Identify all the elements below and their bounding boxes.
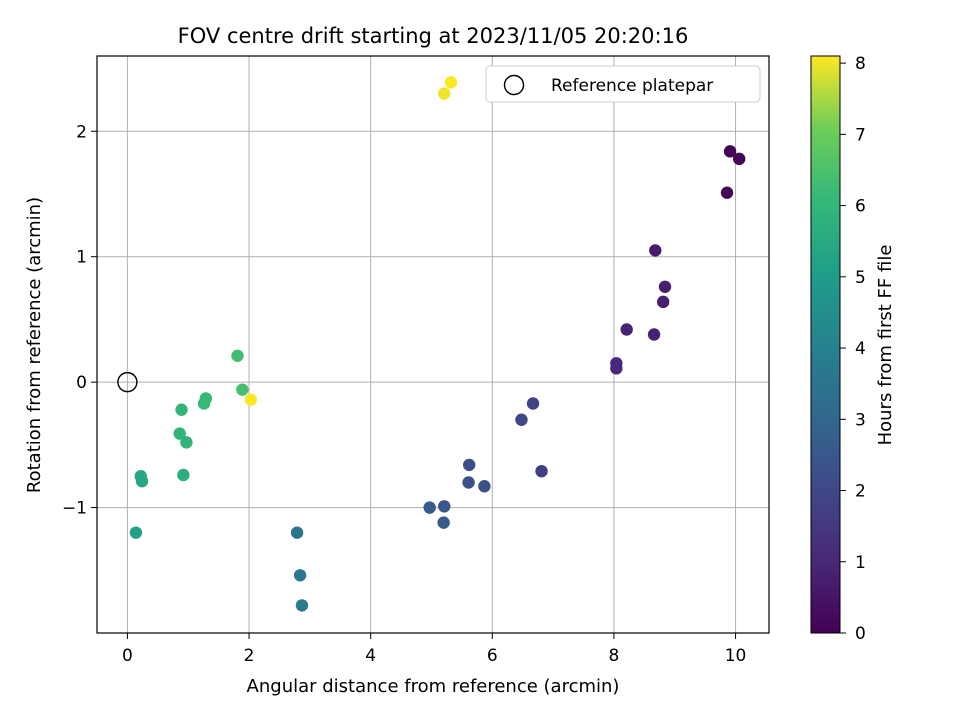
- data-point: [438, 87, 451, 100]
- data-point: [610, 362, 623, 375]
- legend: Reference platepar: [485, 65, 761, 103]
- data-point: [462, 458, 476, 472]
- colorbar-tick-label: 4: [855, 339, 866, 359]
- data-point: [293, 569, 307, 582]
- y-axis-ticks: −1 0 1 2: [62, 122, 97, 519]
- x-tick-label: 2: [244, 646, 255, 666]
- y-tick-label: −1: [62, 499, 87, 519]
- x-axis-ticks: 0 2 4 6 8 10: [122, 633, 746, 666]
- colorbar-label: Hours from first FF file: [875, 245, 896, 446]
- legend-label: Reference platepar: [551, 76, 713, 96]
- x-tick-label: 10: [725, 646, 747, 666]
- legend-box: [485, 65, 761, 103]
- y-tick-label: 0: [76, 373, 87, 393]
- data-point: [720, 186, 734, 199]
- data-point: [129, 526, 143, 539]
- x-tick-label: 4: [365, 646, 376, 666]
- data-point: [526, 397, 540, 410]
- data-point: [295, 599, 309, 612]
- data-point: [649, 244, 662, 257]
- data-point: [656, 295, 670, 309]
- grid-lines: [97, 56, 769, 633]
- colorbar-tick-label: 2: [855, 482, 866, 502]
- data-point: [231, 349, 244, 362]
- colorbar-tick-label: 5: [855, 268, 866, 288]
- colorbar-ticks: 0 1 2 3 4 5 6 7 8: [840, 54, 866, 644]
- reference-marker: [117, 371, 138, 393]
- plot-frame: [96, 55, 770, 634]
- x-tick-label: 6: [487, 646, 498, 666]
- data-point: [620, 323, 633, 336]
- data-point: [177, 468, 190, 482]
- data-point: [423, 501, 436, 514]
- y-axis-label: Rotation from reference (arcmin): [24, 197, 45, 493]
- colorbar-tick-label: 7: [855, 125, 866, 145]
- data-point: [244, 393, 258, 406]
- data-point: [647, 328, 661, 341]
- data-point: [135, 475, 149, 488]
- data-point: [535, 464, 548, 478]
- data-point: [173, 427, 186, 440]
- data-point: [462, 476, 475, 489]
- data-point: [478, 480, 491, 493]
- data-point: [175, 403, 188, 416]
- data-point: [236, 383, 249, 396]
- data-point: [180, 436, 193, 449]
- colorbar-tick-label: 0: [855, 624, 866, 644]
- legend-reference-marker: [503, 74, 525, 96]
- chart-title: FOV centre drift starting at 2023/11/05 …: [178, 24, 689, 48]
- colorbar-tick-label: 3: [855, 410, 866, 430]
- colorbar-gradient: [810, 55, 841, 634]
- reference-marker-group: [117, 371, 138, 393]
- data-point: [444, 76, 458, 89]
- x-axis-label: Angular distance from reference (arcmin): [247, 676, 620, 697]
- data-point: [723, 145, 737, 158]
- colorbar: 0 1 2 3 4 5 6 7 8 Hours from first FF file: [810, 54, 896, 644]
- data-point: [658, 280, 672, 293]
- colorbar-tick-label: 6: [855, 197, 866, 217]
- y-tick-label: 2: [76, 122, 87, 142]
- colorbar-tick-label: 1: [855, 553, 866, 573]
- y-tick-label: 1: [76, 248, 87, 268]
- data-point: [437, 516, 450, 529]
- data-point: [733, 152, 746, 166]
- data-point: [515, 413, 528, 426]
- x-tick-label: 8: [609, 646, 620, 666]
- data-point: [438, 500, 451, 513]
- colorbar-tick-label: 8: [855, 54, 866, 74]
- data-point: [197, 397, 211, 410]
- data-point: [290, 526, 304, 539]
- x-tick-label: 0: [122, 646, 133, 666]
- data-points: [129, 76, 746, 612]
